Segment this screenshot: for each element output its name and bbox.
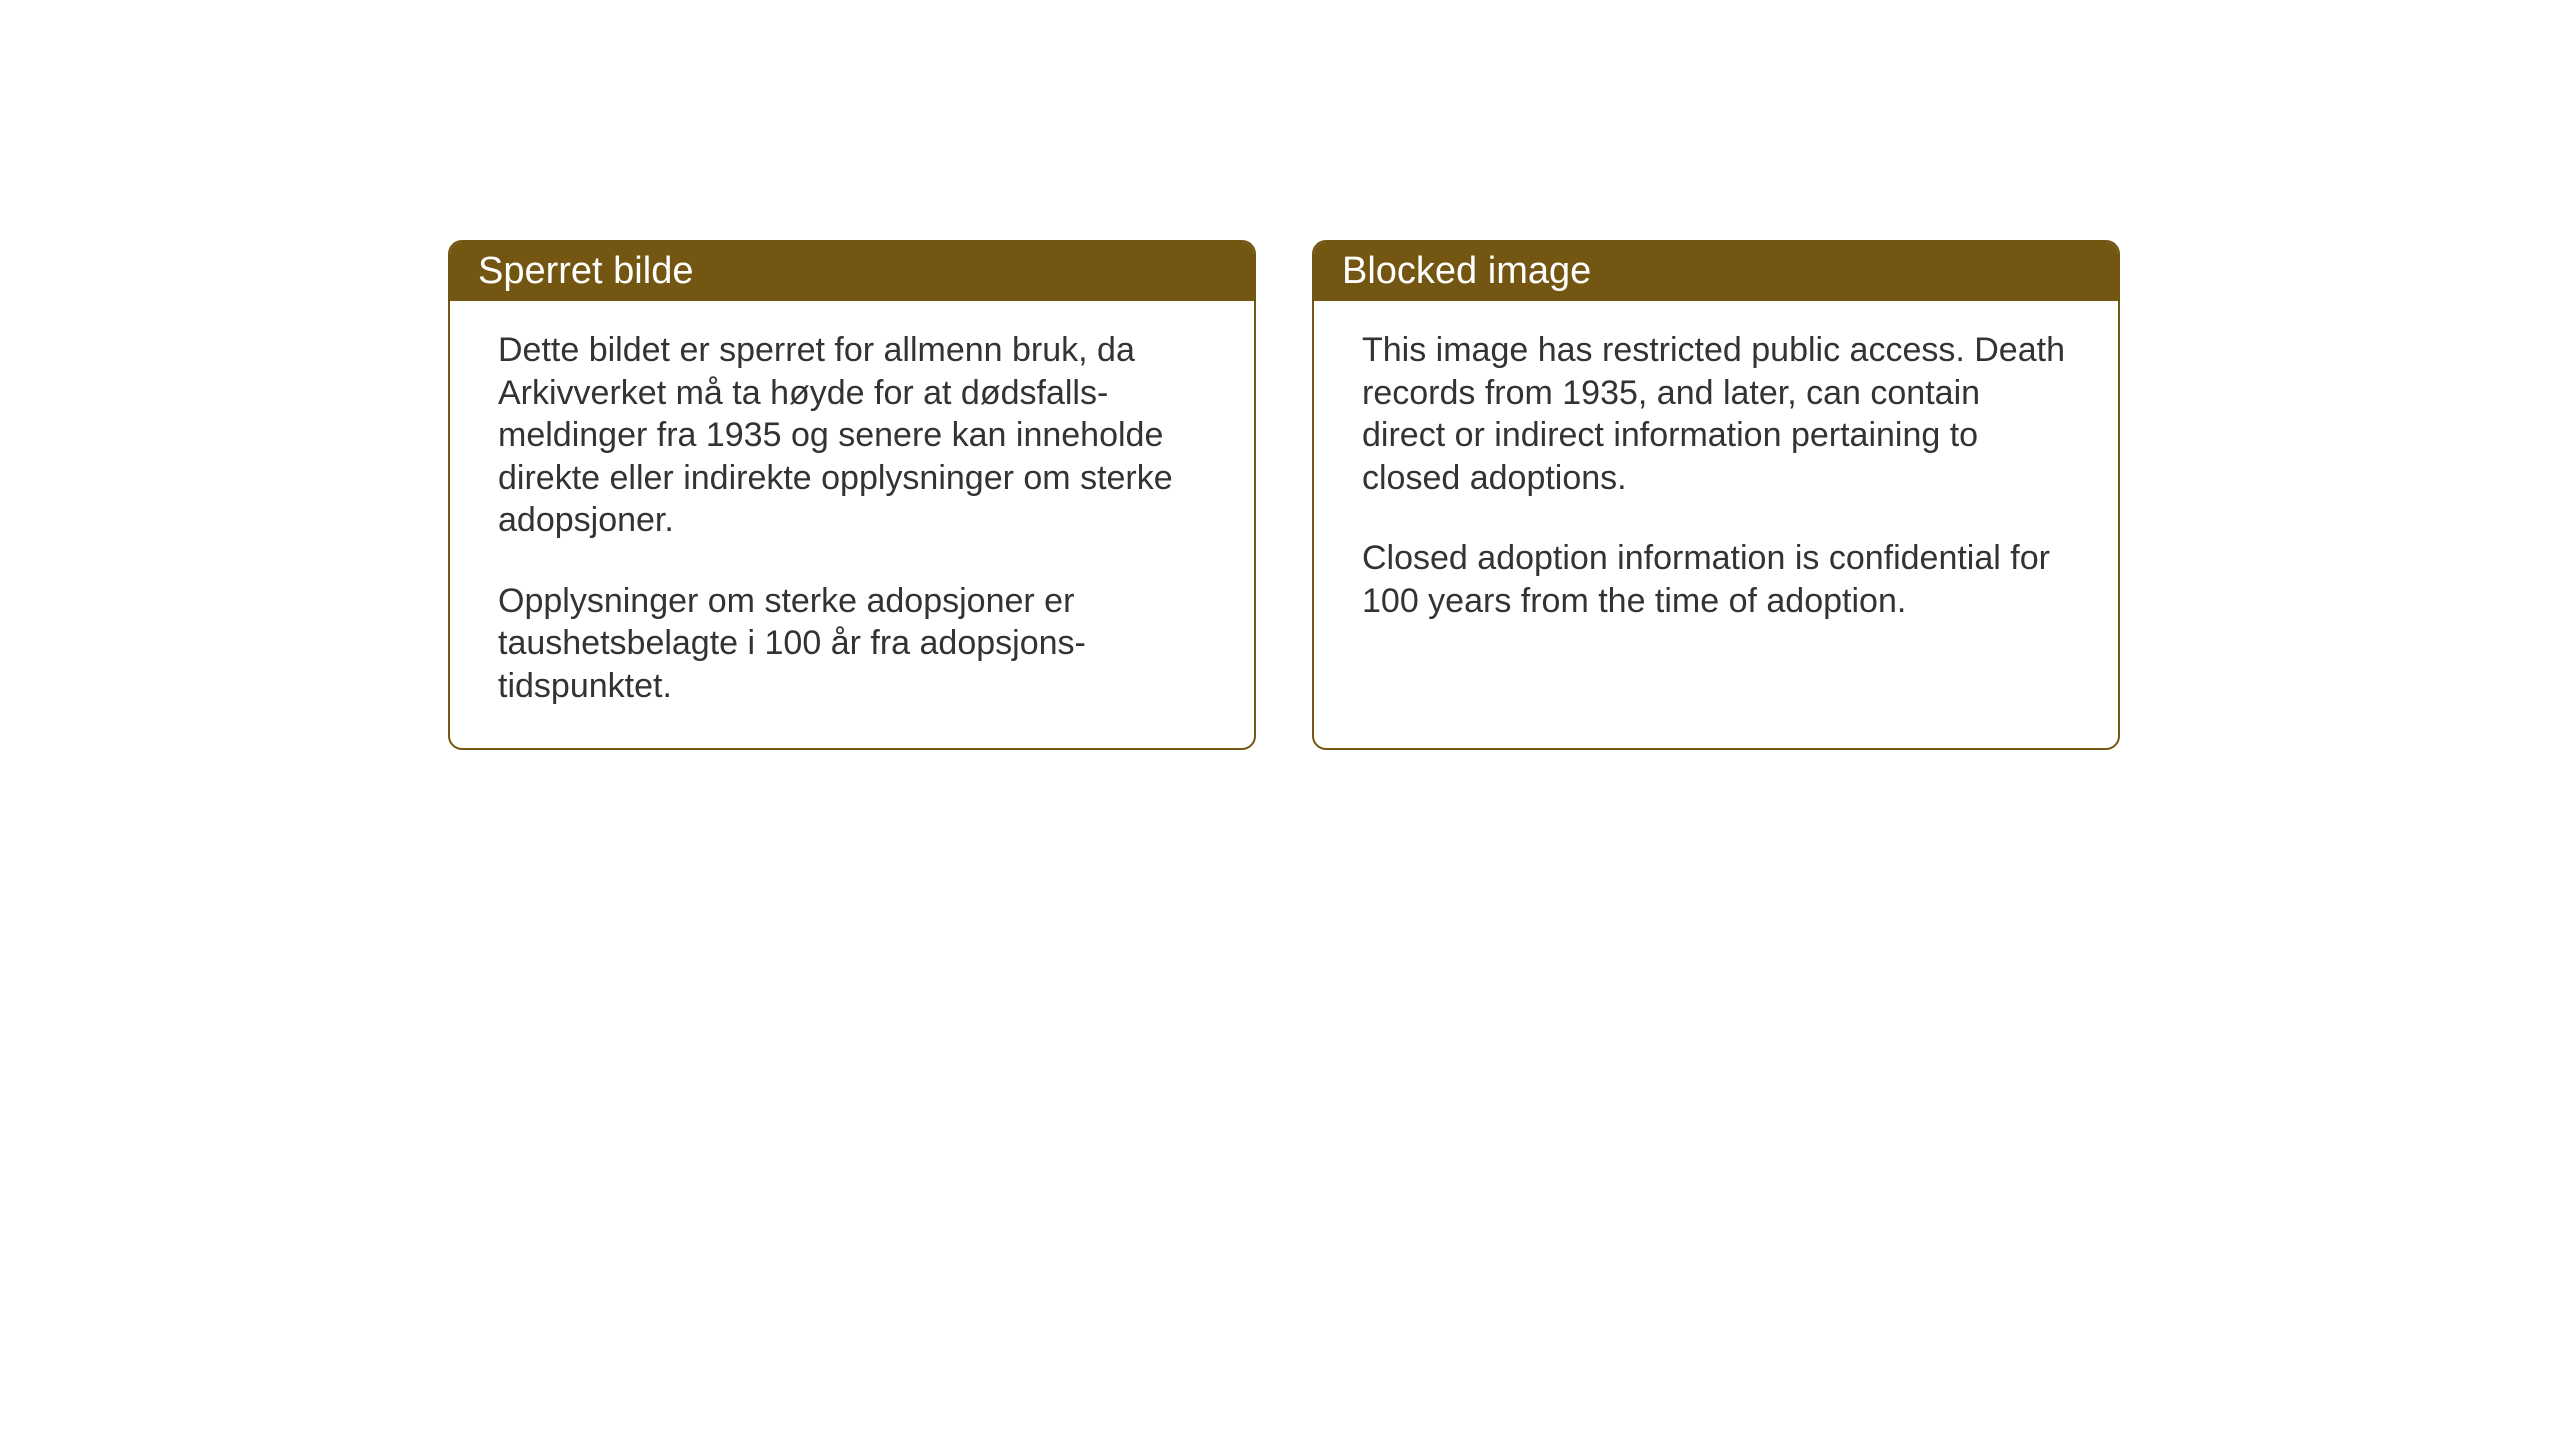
norwegian-paragraph-1: Dette bildet er sperret for allmenn bruk… [498, 329, 1206, 542]
english-notice-title: Blocked image [1314, 242, 2118, 301]
notice-container: Sperret bilde Dette bildet er sperret fo… [448, 240, 2120, 750]
norwegian-paragraph-2: Opplysninger om sterke adopsjoner er tau… [498, 580, 1206, 708]
english-notice-body: This image has restricted public access.… [1314, 301, 2118, 662]
english-paragraph-2: Closed adoption information is confident… [1362, 537, 2070, 622]
english-paragraph-1: This image has restricted public access.… [1362, 329, 2070, 499]
norwegian-notice-card: Sperret bilde Dette bildet er sperret fo… [448, 240, 1256, 750]
norwegian-notice-body: Dette bildet er sperret for allmenn bruk… [450, 301, 1254, 747]
norwegian-notice-title: Sperret bilde [450, 242, 1254, 301]
english-notice-card: Blocked image This image has restricted … [1312, 240, 2120, 750]
